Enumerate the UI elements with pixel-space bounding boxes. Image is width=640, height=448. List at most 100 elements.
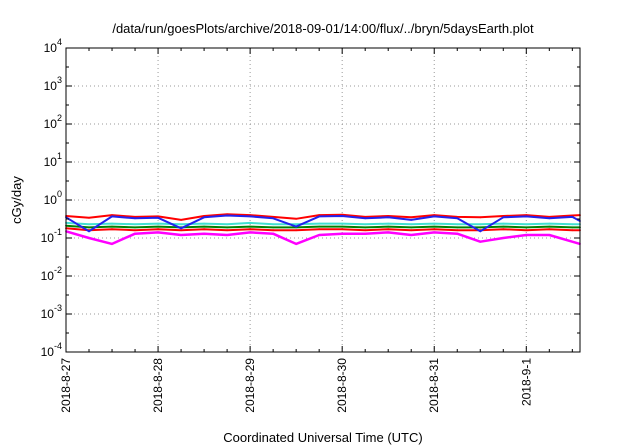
data-point xyxy=(548,217,551,220)
data-point xyxy=(157,222,160,225)
data-point xyxy=(111,222,113,225)
y-tick-label: 100 xyxy=(44,189,62,207)
chart-title: /data/run/goesPlots/archive/2018-09-01/1… xyxy=(112,21,534,36)
data-point xyxy=(387,231,390,234)
data-point xyxy=(226,234,229,236)
y-tick-label: 10-3 xyxy=(41,303,62,321)
data-point xyxy=(226,229,229,232)
data-point xyxy=(502,237,505,239)
data-point xyxy=(341,232,344,235)
data-point xyxy=(387,225,390,228)
data-point xyxy=(479,216,482,219)
data-point xyxy=(548,225,551,228)
data-point xyxy=(387,222,390,225)
data-point xyxy=(571,216,574,218)
data-point xyxy=(456,217,459,220)
data-point xyxy=(157,216,160,219)
data-point xyxy=(548,222,551,225)
data-point xyxy=(433,215,436,218)
data-point xyxy=(180,229,183,232)
y-tick-label: 10-1 xyxy=(41,227,62,245)
data-point xyxy=(548,228,551,231)
data-point xyxy=(456,232,459,235)
data-point xyxy=(502,222,505,225)
data-point xyxy=(272,229,274,232)
x-tick-label: 2018-8-30 xyxy=(335,358,349,413)
data-point xyxy=(203,232,206,235)
data-point xyxy=(295,243,297,245)
y-tick-label: 102 xyxy=(44,113,62,131)
y-tick-label: 103 xyxy=(44,75,62,93)
data-point xyxy=(203,222,206,225)
x-tick-label: 2018-9-1 xyxy=(519,358,533,406)
data-point xyxy=(272,232,274,235)
data-point xyxy=(318,234,321,236)
data-point xyxy=(88,216,90,219)
x-axis-label: Coordinated Universal Time (UTC) xyxy=(223,430,422,445)
data-point xyxy=(180,219,183,221)
data-point xyxy=(295,223,297,226)
series-line-6 xyxy=(65,214,581,233)
tick-group xyxy=(65,47,580,353)
data-point xyxy=(226,223,229,226)
data-point xyxy=(433,225,436,228)
y-axis-label: cGy/day xyxy=(9,176,24,224)
x-tick-label: 2018-8-31 xyxy=(427,358,441,413)
data-point xyxy=(226,214,229,217)
data-point xyxy=(571,223,574,226)
data-point xyxy=(410,223,413,226)
data-point xyxy=(364,217,367,220)
data-point xyxy=(479,223,482,226)
data-point xyxy=(318,228,321,231)
data-point xyxy=(249,222,252,224)
data-point xyxy=(410,219,413,221)
data-point xyxy=(341,225,344,228)
data-point xyxy=(479,226,482,229)
data-point xyxy=(364,223,367,226)
data-point xyxy=(157,228,160,231)
data-point xyxy=(410,226,413,229)
data-point xyxy=(295,225,297,228)
data-point xyxy=(134,226,136,229)
data-point xyxy=(203,216,206,219)
data-point xyxy=(203,225,206,228)
data-point xyxy=(157,231,160,234)
data-point xyxy=(180,223,183,226)
x-tick-label: 2018-8-29 xyxy=(243,358,257,413)
data-point xyxy=(134,229,136,232)
data-point xyxy=(479,240,482,243)
data-point xyxy=(111,215,113,218)
data-point xyxy=(571,229,574,232)
data-point xyxy=(364,229,367,232)
series-line-3 xyxy=(65,224,580,229)
data-point xyxy=(318,225,321,228)
series-line-1 xyxy=(65,230,581,246)
data-point xyxy=(571,240,574,243)
data-point xyxy=(571,226,574,229)
data-point xyxy=(456,229,459,232)
data-point xyxy=(433,228,436,231)
data-point xyxy=(502,225,505,228)
data-point xyxy=(111,243,113,245)
series-group xyxy=(65,213,581,246)
data-point xyxy=(525,229,528,232)
data-point xyxy=(295,229,297,232)
y-tick-label: 10-4 xyxy=(41,341,62,359)
data-point xyxy=(387,228,390,231)
y-tick-label: 104 xyxy=(44,37,62,55)
data-point xyxy=(318,215,321,218)
y-tick-label: 10-2 xyxy=(41,265,62,283)
data-point xyxy=(295,217,297,220)
data-point xyxy=(433,222,436,225)
x-tick-label: 2018-8-27 xyxy=(59,358,73,413)
data-point xyxy=(180,234,183,236)
data-point xyxy=(111,228,113,231)
data-point xyxy=(525,234,528,236)
data-point xyxy=(410,234,413,236)
y-tick-labels: 10-4 10-3 10-2 10-1 100 101 102 103 104 xyxy=(41,37,62,359)
data-point xyxy=(341,215,344,217)
data-point xyxy=(502,228,505,231)
data-point xyxy=(134,217,136,220)
data-point xyxy=(88,230,90,233)
data-point xyxy=(502,216,505,219)
